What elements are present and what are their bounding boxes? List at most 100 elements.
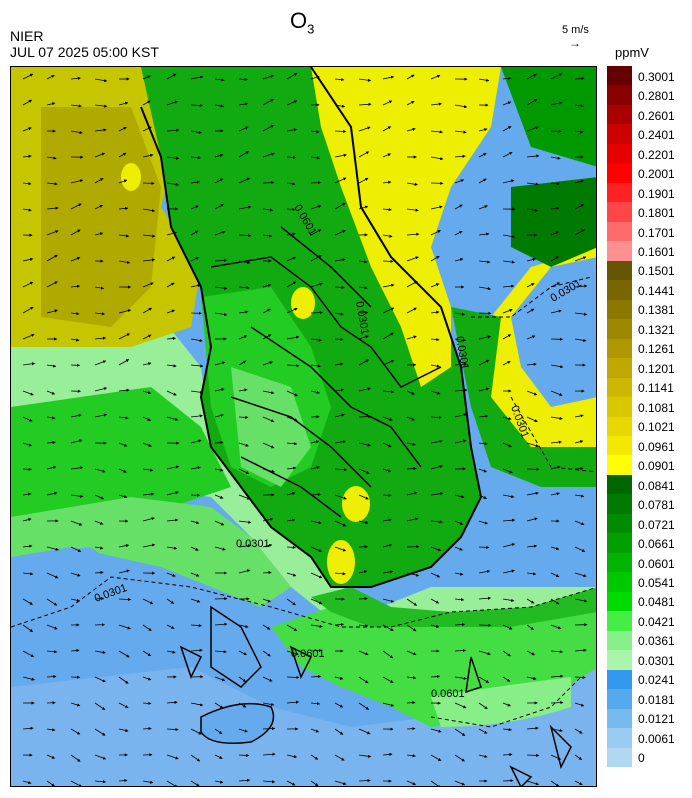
legend-label: 0.2401 [638,128,675,143]
wind-arrow-icon [526,624,535,630]
wind-arrow-icon [70,413,82,418]
wind-arrow-icon [478,754,488,758]
wind-arrow-icon [214,702,224,709]
wind-arrow-icon [286,155,297,160]
wind-arrow-icon [142,75,151,80]
wind-arrow-icon [526,126,539,132]
wind-arrow-icon [238,310,249,314]
wind-arrow-icon [310,75,320,80]
wind-arrow-icon [214,468,224,472]
wind-arrow-icon [94,570,104,575]
wind-arrow-icon [406,701,416,705]
legend-label: 0.1201 [638,361,675,376]
wind-arrow-icon [550,309,562,314]
wind-arrow-icon [94,286,105,290]
wind-arrow-icon [118,676,129,684]
wind-arrow-icon [574,338,587,342]
legend-label: 0.0061 [638,731,675,746]
legend-label: 0.1501 [638,264,675,279]
wind-arrow-icon [190,702,204,707]
wind-arrow-icon [70,76,81,80]
legend-label: 0.0241 [638,673,675,688]
wind-arrow-icon [550,465,561,470]
wind-arrow-icon [190,648,203,652]
wind-arrow-icon [70,338,80,342]
wind-arrow-icon [46,465,57,470]
wind-arrow-icon [454,439,467,444]
wind-arrow-icon [166,309,175,314]
wind-arrow-icon [94,494,105,500]
wind-arrow-icon [502,727,512,732]
wind-arrow-icon [142,468,154,472]
wind-arrow-icon [238,233,252,238]
wind-arrow-icon [310,702,321,706]
wind-arrow-icon [166,754,179,760]
wind-arrow-icon [94,650,106,654]
wind-arrow-icon [574,130,584,134]
wind-arrow-icon [46,416,56,420]
wind-arrow-icon [310,229,322,236]
wind-arrow-icon [550,754,562,760]
wind-arrow-icon [334,312,344,316]
southeast-green-zone [431,677,571,727]
legend-color-box [607,85,632,106]
wind-arrow-icon [22,650,35,658]
wind-arrow-icon [454,676,467,680]
wind-arrow-icon [454,154,466,158]
wind-arrow-icon [142,100,151,106]
wind-arrow-icon [478,596,492,600]
wind-arrow-icon [118,702,129,709]
wind-arrow-icon [262,676,273,682]
wind-arrow-icon [406,390,415,395]
wind-arrow-icon [406,491,418,496]
wind-arrow-icon [142,624,152,632]
wind-arrow-icon [214,258,228,262]
legend-color-box [607,435,632,456]
wind-arrow-icon [46,440,56,445]
east-green-patch [511,177,596,267]
wind-arrow-icon [334,337,344,341]
wind-arrow-icon [118,359,130,366]
color-scale-labels: 0.3001 0.2801 0.2601 0.2401 0.2201 0.2001 0.19… [638,66,692,786]
wind-arrow-icon [430,337,440,342]
wind-arrow-icon [550,256,559,262]
legend-label: 0.1441 [638,283,675,298]
legend-label: 0.0181 [638,692,675,707]
wind-arrow-icon [262,624,271,630]
wind-arrow-icon [238,544,252,548]
wind-arrow-icon [334,388,345,392]
wind-arrow-icon [310,254,322,262]
wind-arrow-icon [574,780,583,786]
ozone-map[interactable]: 0.0601 0.0301 0.0301 0.0301 0.0301 0.0301 0.03… [10,66,597,787]
wind-arrow-icon [190,390,204,394]
wind-arrow-icon [406,598,418,606]
wind-arrow-icon [526,517,538,522]
wind-arrow-icon [166,465,180,470]
wind-arrow-icon [406,442,416,446]
wind-arrow-icon [262,390,275,395]
legend-label: 0.1141 [638,381,674,396]
wind-arrow-icon [70,256,81,262]
wind-arrow-icon [118,416,129,420]
wind-arrow-icon [478,260,491,264]
legend-label: 0.0481 [638,595,675,610]
wind-arrow-icon [478,153,487,158]
legend-label: 0.0961 [638,439,675,454]
wind-arrow-icon [574,256,587,262]
wind-arrow-icon [238,494,251,500]
wind-arrow-icon [262,181,275,185]
wind-arrow-icon [22,598,33,605]
wind-arrow-icon [286,545,296,549]
wind-arrow-icon [430,364,441,368]
wind-arrow-icon [22,362,36,366]
wind-arrow-icon [334,520,347,527]
legend-color-box [607,260,632,281]
wind-arrow-icon [502,624,513,630]
wind-arrow-icon [334,546,347,552]
central-pale-green-zone [231,367,311,487]
wind-arrow-icon [286,598,296,606]
wind-arrow-icon [334,754,345,761]
legend-color-box [607,143,632,164]
wind-arrow-icon [574,648,587,652]
wind-arrow-icon [550,206,560,210]
